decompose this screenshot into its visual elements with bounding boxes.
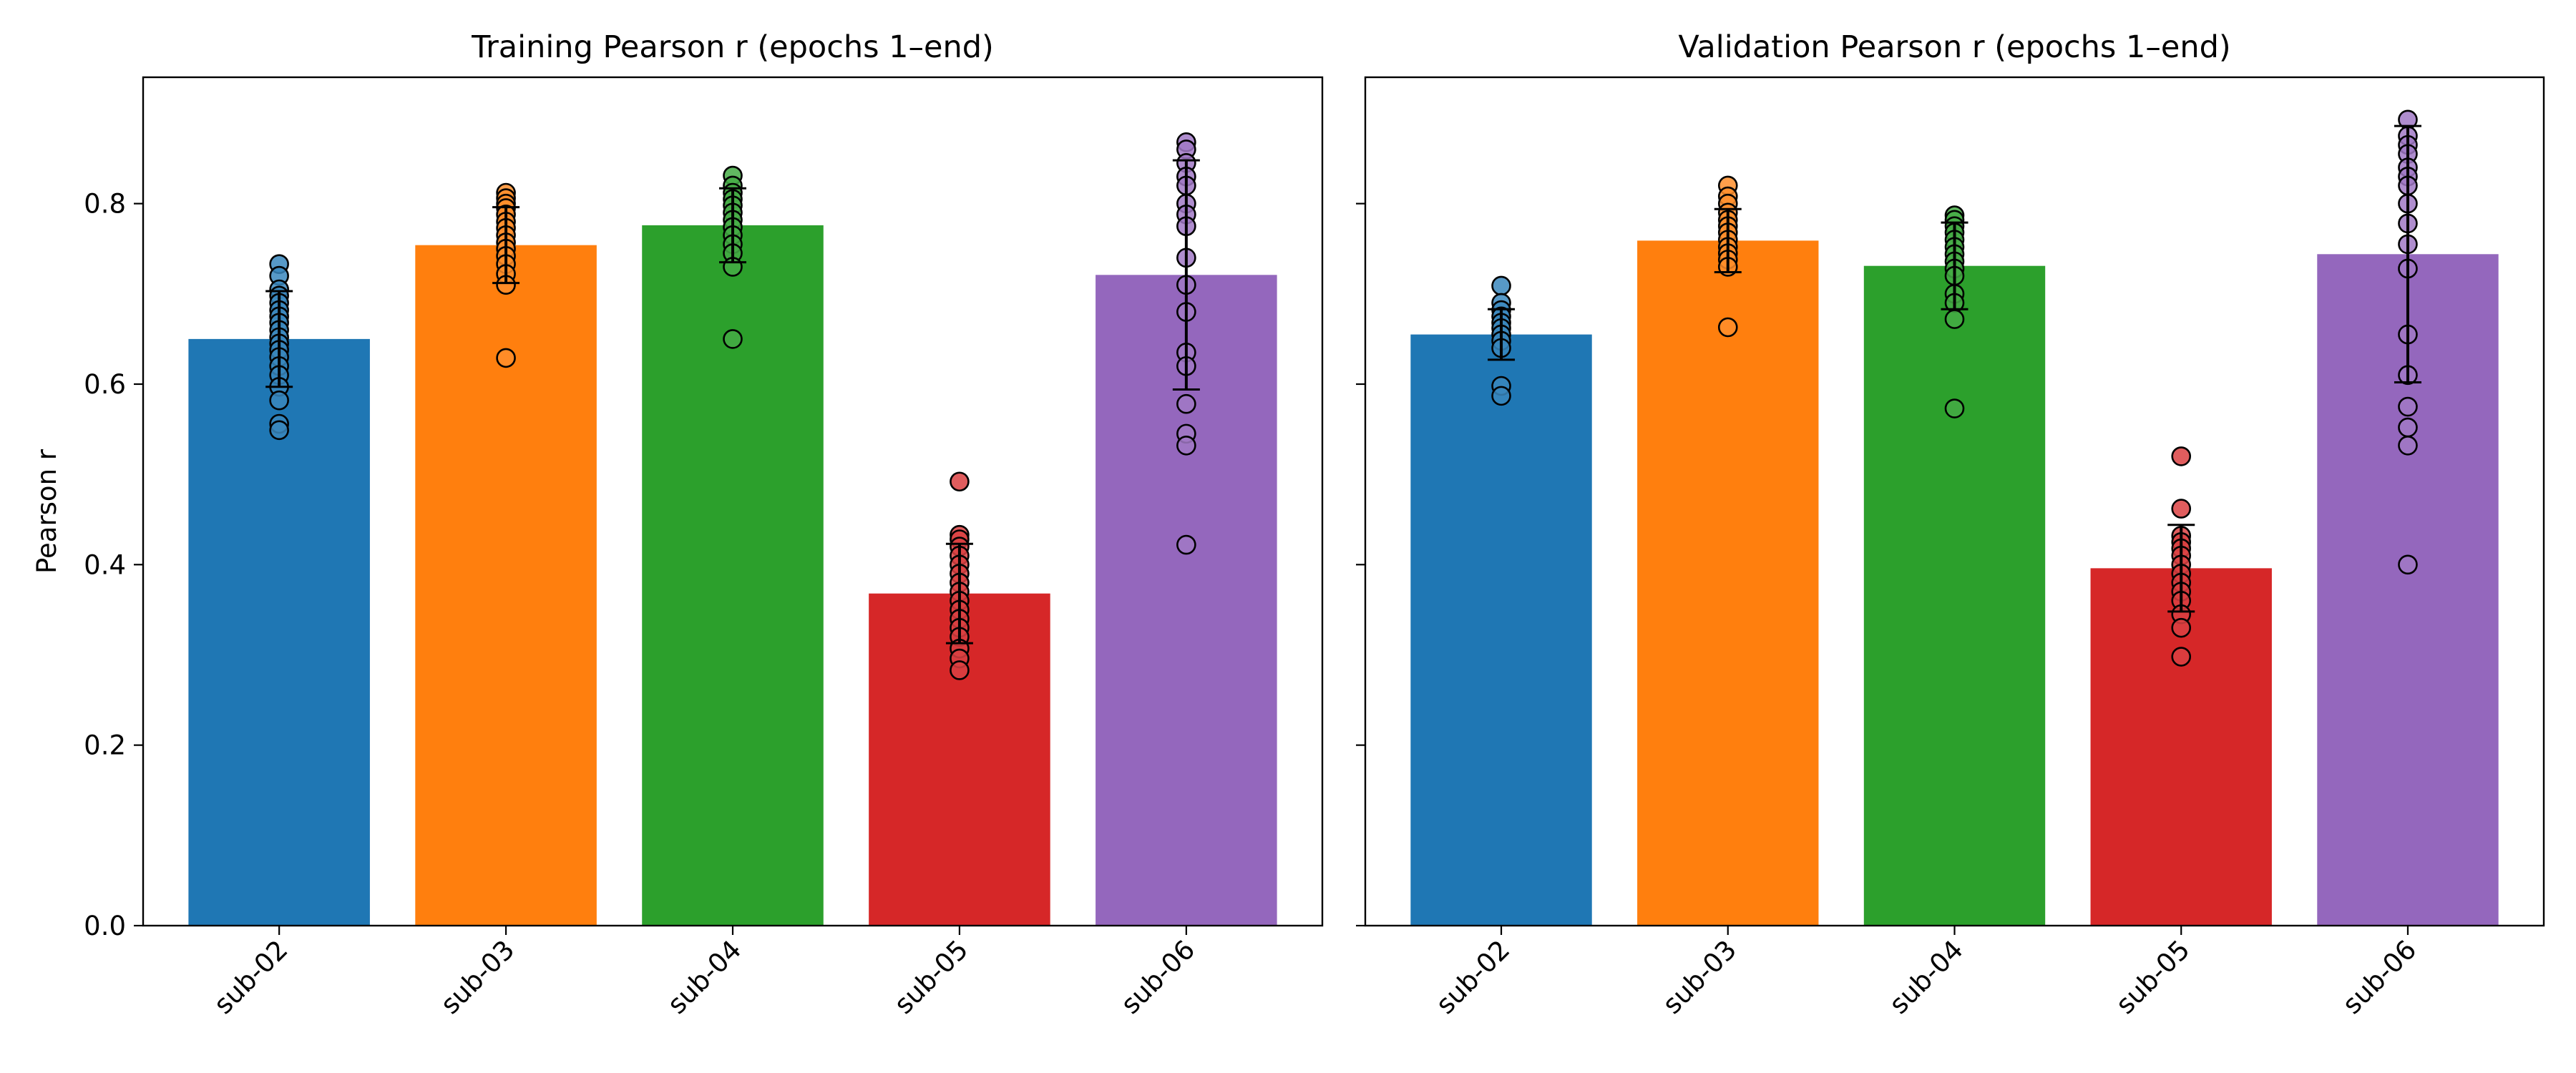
data-point [1944,309,1965,329]
training-panel: Training Pearson r (epochs 1–end) 0.0 0.2 0… [84,29,1324,1020]
data-point [2398,435,2418,456]
panel-title: Training Pearson r (epochs 1–end) [471,29,994,65]
x-tick-label: sub-02 [208,934,294,1020]
data-point [1176,393,1196,414]
y-tick-label: 0.4 [84,549,126,580]
data-point [1491,386,1511,406]
x-tick-label: sub-02 [1430,934,1516,1020]
x-tick-label: sub-03 [1657,934,1742,1020]
data-point [269,390,289,411]
y-axis-label: Pearson r [31,449,62,574]
data-point [723,329,743,349]
data-point [2398,554,2418,575]
y-tick-label: 0.8 [84,189,126,220]
x-tick-label: sub-03 [434,934,520,1020]
data-point [950,660,970,680]
data-point [2171,617,2192,638]
data-point [269,420,289,441]
bar-sub-02 [1410,334,1592,926]
y-tick-label: 0.6 [84,369,126,400]
panel-title: Validation Pearson r (epochs 1–end) [1678,29,2230,65]
validation-panel: Validation Pearson r (epochs 1–end) sub-0… [1356,29,2545,1020]
x-tick-label: sub-05 [2110,934,2196,1020]
data-point [950,471,970,492]
data-point [2398,396,2418,417]
data-point [496,348,516,368]
data-point [2398,417,2418,438]
x-tick-label: sub-04 [1883,934,1969,1020]
x-tick-label: sub-06 [1115,934,1201,1020]
y-tick-label: 0.2 [84,730,126,761]
data-point [1176,534,1196,555]
bar-sub-03 [415,245,597,926]
bar-sub-03 [1637,240,1819,926]
x-tick-label: sub-06 [2336,934,2422,1020]
x-tick-label: sub-05 [888,934,974,1020]
bar-sub-04 [1863,265,2046,926]
data-point [2171,647,2192,667]
data-point [1717,317,1738,338]
data-point [2171,446,2192,466]
data-point [1944,398,1965,418]
y-tick-label: 0.0 [84,911,126,941]
data-point [1176,435,1196,456]
data-point [2171,499,2192,519]
data-point [1491,275,1511,296]
x-tick-label: sub-04 [661,934,747,1020]
